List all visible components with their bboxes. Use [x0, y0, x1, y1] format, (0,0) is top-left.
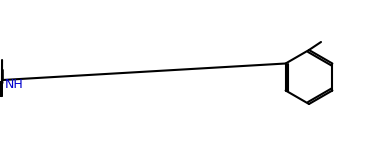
Text: NH: NH: [4, 78, 23, 91]
